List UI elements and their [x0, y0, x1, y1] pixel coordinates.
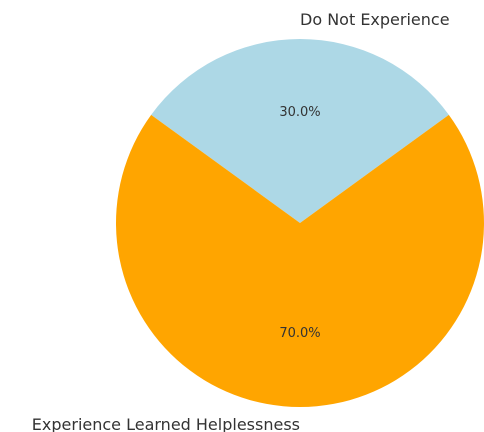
- pie-slice-1: [151, 39, 449, 224]
- pie-slice-2: [115, 114, 484, 408]
- pie-slice-2-percent-label: 70.0%: [279, 326, 320, 341]
- pie-labels: 30.0% Do Not Experience 70.0% Experience Le…: [32, 10, 450, 432]
- pie-slice-1-category-label: Do Not Experience: [300, 10, 450, 29]
- pie-slices: [115, 39, 484, 408]
- pie-slice-2-category-label: Experience Learned Helplessness: [32, 415, 300, 432]
- pie-slice-1-percent-label: 30.0%: [279, 105, 320, 120]
